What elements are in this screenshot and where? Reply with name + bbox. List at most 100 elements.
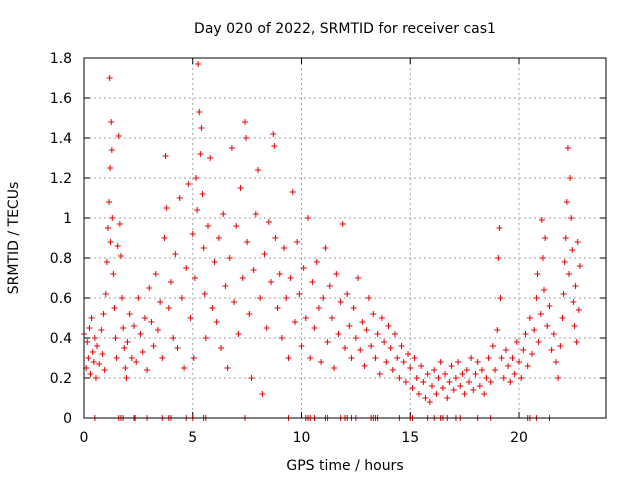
data-point — [141, 315, 148, 321]
data-point — [294, 239, 301, 245]
data-point — [335, 331, 342, 337]
data-point — [328, 315, 335, 321]
data-point — [573, 339, 580, 345]
data-point — [396, 375, 403, 381]
data-point — [435, 375, 442, 381]
data-point — [123, 375, 130, 381]
data-point — [311, 325, 318, 331]
data-point — [94, 343, 101, 349]
data-point — [204, 223, 211, 229]
data-point — [104, 225, 111, 231]
data-point — [572, 283, 579, 289]
y-tick-label: 1.4 — [50, 131, 72, 147]
data-point — [357, 347, 364, 353]
data-point — [522, 331, 529, 337]
data-point — [476, 383, 483, 389]
data-point — [244, 239, 251, 245]
y-tick-label: 0 — [63, 411, 72, 427]
data-point — [99, 351, 106, 357]
data-point — [560, 291, 567, 297]
data-point — [190, 355, 197, 361]
data-point — [86, 325, 93, 331]
data-point — [315, 305, 322, 311]
data-point — [339, 221, 346, 227]
data-point — [368, 343, 375, 349]
x-tick-label: 15 — [401, 430, 419, 446]
data-point — [498, 355, 505, 361]
data-point — [429, 383, 435, 389]
data-point — [389, 367, 396, 373]
data-point — [246, 311, 253, 317]
data-point — [455, 359, 462, 365]
data-point — [507, 379, 514, 385]
data-point — [539, 255, 546, 261]
data-point — [509, 355, 516, 361]
plot-frame — [83, 57, 607, 419]
data-point — [383, 359, 390, 365]
data-point — [529, 351, 536, 357]
data-point — [575, 307, 582, 313]
data-point — [361, 363, 368, 369]
data-point — [252, 211, 259, 217]
data-point — [426, 399, 433, 405]
data-point — [248, 375, 255, 381]
data-point — [392, 331, 399, 337]
data-point — [322, 245, 329, 251]
data-point — [446, 379, 453, 385]
data-point — [313, 259, 320, 265]
data-point — [387, 345, 394, 351]
data-point — [196, 109, 203, 115]
data-point — [103, 259, 110, 265]
data-point — [107, 165, 114, 171]
data-point — [459, 371, 466, 377]
data-point — [483, 375, 490, 381]
y-tick-label: 0.6 — [50, 291, 72, 307]
data-point — [281, 245, 288, 251]
data-point — [121, 345, 128, 351]
data-point — [398, 343, 405, 349]
data-point — [370, 311, 377, 317]
data-point — [187, 315, 194, 321]
data-point — [526, 315, 533, 321]
data-point — [413, 375, 420, 381]
data-point — [291, 319, 298, 325]
data-point — [520, 347, 527, 353]
data-point — [535, 339, 542, 345]
data-point — [109, 215, 116, 221]
data-point — [566, 271, 573, 277]
data-point — [568, 215, 575, 221]
data-point — [542, 235, 549, 241]
data-point — [496, 225, 503, 231]
data-point — [570, 299, 577, 305]
data-point — [278, 335, 285, 341]
data-point — [337, 299, 344, 305]
data-point — [433, 391, 440, 397]
data-point — [442, 371, 449, 377]
data-point — [139, 349, 146, 355]
y-tick-label: 1.6 — [50, 91, 72, 107]
data-point — [474, 359, 481, 365]
data-point — [90, 359, 97, 365]
data-point — [518, 375, 525, 381]
data-point — [534, 271, 541, 277]
data-point — [257, 295, 264, 301]
data-point — [88, 315, 95, 321]
data-point — [500, 375, 507, 381]
data-point — [544, 323, 551, 329]
data-point — [296, 291, 303, 297]
data-point — [563, 199, 570, 205]
data-point — [374, 331, 381, 337]
data-point — [271, 143, 278, 149]
data-point — [116, 221, 123, 227]
data-point — [505, 363, 512, 369]
data-point — [197, 151, 204, 157]
data-point — [114, 243, 121, 249]
data-point — [468, 355, 475, 361]
data-point — [91, 335, 98, 341]
data-point — [365, 295, 372, 301]
data-point — [495, 255, 502, 261]
data-point — [189, 231, 196, 237]
data-point — [492, 367, 499, 373]
data-point — [113, 355, 120, 361]
